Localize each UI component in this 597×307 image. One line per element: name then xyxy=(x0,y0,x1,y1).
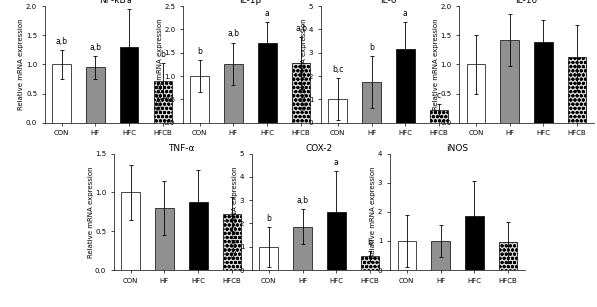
Bar xyxy=(396,49,414,123)
Text: b: b xyxy=(197,47,202,56)
Bar xyxy=(120,47,139,123)
Bar xyxy=(258,44,276,123)
Text: b: b xyxy=(161,50,165,59)
Bar xyxy=(86,68,104,123)
Title: COX-2: COX-2 xyxy=(306,144,333,153)
Text: a,b: a,b xyxy=(295,24,307,33)
Y-axis label: Relative mRNA expression: Relative mRNA expression xyxy=(19,19,24,110)
Bar xyxy=(260,247,278,270)
Y-axis label: Relative mRNA expression: Relative mRNA expression xyxy=(433,19,439,110)
Text: a: a xyxy=(127,0,131,5)
Bar xyxy=(534,42,553,123)
Bar xyxy=(189,203,208,270)
Bar xyxy=(53,64,71,123)
Bar xyxy=(224,64,243,123)
Text: b: b xyxy=(368,238,373,247)
Text: c: c xyxy=(437,91,441,100)
Bar xyxy=(292,63,310,123)
Bar xyxy=(327,212,346,270)
Bar xyxy=(466,64,485,123)
Text: a: a xyxy=(265,10,270,18)
Text: b: b xyxy=(369,43,374,52)
Bar xyxy=(500,40,519,123)
Text: a,b: a,b xyxy=(90,43,101,52)
Bar xyxy=(153,81,173,123)
Y-axis label: Relative mRNA expression: Relative mRNA expression xyxy=(88,166,94,258)
Text: a: a xyxy=(334,158,338,167)
Title: IL-10: IL-10 xyxy=(515,0,538,5)
Bar xyxy=(190,76,209,123)
Y-axis label: Relative mRNA expression: Relative mRNA expression xyxy=(232,166,238,258)
Bar xyxy=(362,82,381,123)
Bar xyxy=(499,243,518,270)
Bar xyxy=(328,99,347,123)
Bar xyxy=(430,110,448,123)
Bar xyxy=(465,216,484,270)
Text: b: b xyxy=(266,214,271,223)
Title: iNOS: iNOS xyxy=(447,144,469,153)
Bar xyxy=(121,192,140,270)
Y-axis label: Relative mRNA expression: Relative mRNA expression xyxy=(370,166,376,258)
Text: a: a xyxy=(403,10,408,18)
Bar xyxy=(398,241,416,270)
Y-axis label: Relative mRNA expression: Relative mRNA expression xyxy=(301,19,307,110)
Text: a,b: a,b xyxy=(56,37,67,46)
Bar xyxy=(431,241,450,270)
Title: IL-1β: IL-1β xyxy=(239,0,261,5)
Title: TNF-α: TNF-α xyxy=(168,144,195,153)
Y-axis label: Relative mRNA expression: Relative mRNA expression xyxy=(156,19,162,110)
Bar xyxy=(568,57,586,123)
Bar xyxy=(293,227,312,270)
Text: b,c: b,c xyxy=(332,65,343,74)
Bar xyxy=(223,214,241,270)
Text: a,b: a,b xyxy=(297,196,309,205)
Bar xyxy=(361,256,379,270)
Title: IL-6: IL-6 xyxy=(380,0,396,5)
Bar xyxy=(155,208,174,270)
Text: a,b: a,b xyxy=(227,29,239,38)
Title: NF-κB: NF-κB xyxy=(99,0,125,5)
